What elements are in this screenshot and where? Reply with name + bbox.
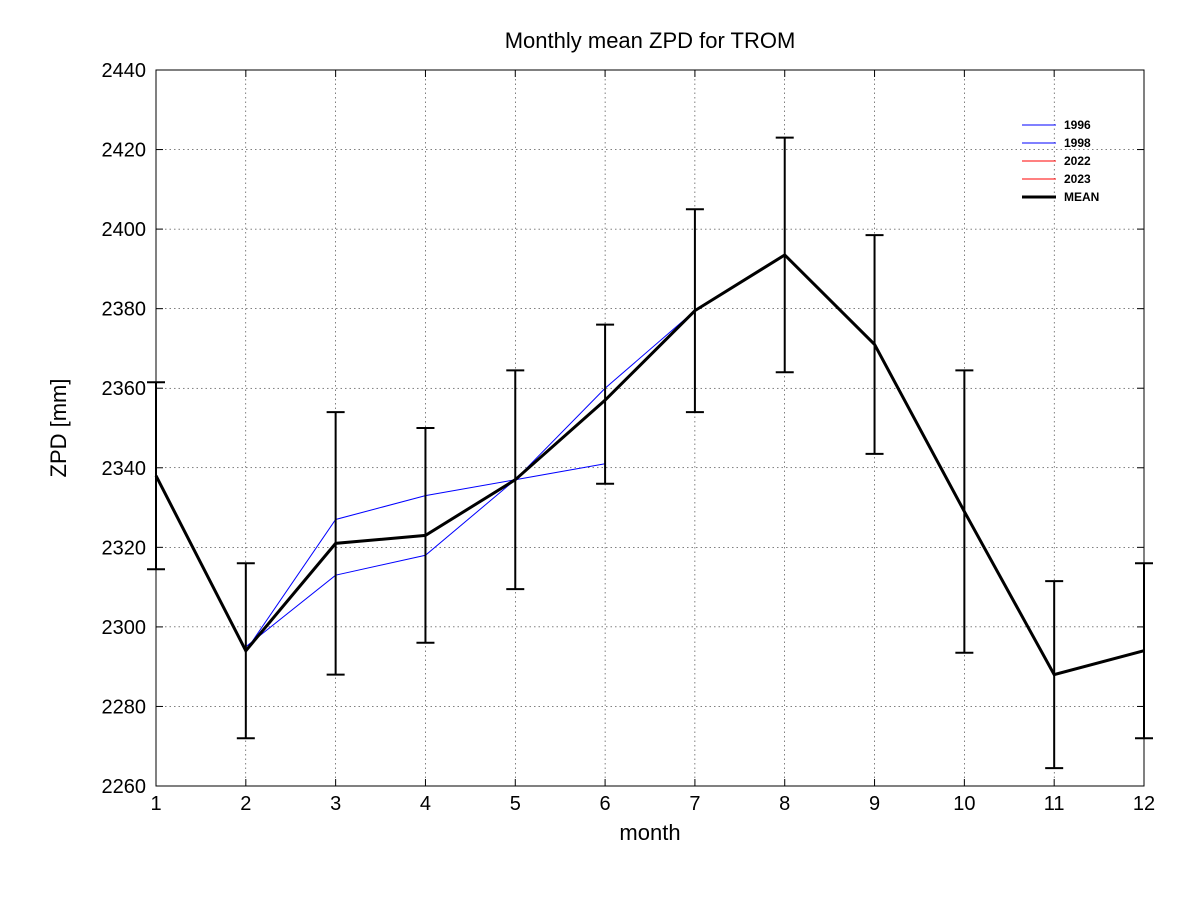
legend-label: 2023 [1064,172,1091,186]
legend-label: 2022 [1064,154,1091,168]
ytick-label: 2420 [102,140,147,162]
legend-label: 1998 [1064,136,1091,150]
xtick-label: 7 [689,793,700,815]
xtick-label: 11 [1044,793,1065,815]
ytick-label: 2320 [102,537,147,559]
xtick-label: 1 [150,793,161,815]
xtick-label: 6 [600,793,611,815]
ytick-label: 2360 [102,378,147,400]
x-axis-label: month [619,820,680,845]
xtick-label: 9 [869,793,880,815]
ytick-label: 2440 [102,60,147,82]
xtick-label: 3 [330,793,341,815]
xtick-label: 8 [779,793,790,815]
ytick-label: 2280 [102,696,147,718]
ytick-label: 2300 [102,617,147,639]
xtick-label: 5 [510,793,521,815]
ytick-label: 2260 [102,776,147,798]
ytick-label: 2340 [102,458,147,480]
zpd-chart: 1234567891011122260228023002320234023602… [0,0,1201,901]
legend-label: MEAN [1064,190,1099,204]
legend-label: 1996 [1064,118,1091,132]
chart-bg [0,0,1201,901]
xtick-label: 4 [420,793,431,815]
y-axis-label: ZPD [mm] [46,379,71,478]
xtick-label: 12 [1133,793,1155,815]
ytick-label: 2400 [102,219,147,241]
xtick-label: 10 [953,793,975,815]
ytick-label: 2380 [102,299,147,321]
xtick-label: 2 [240,793,251,815]
chart-title: Monthly mean ZPD for TROM [505,28,796,53]
